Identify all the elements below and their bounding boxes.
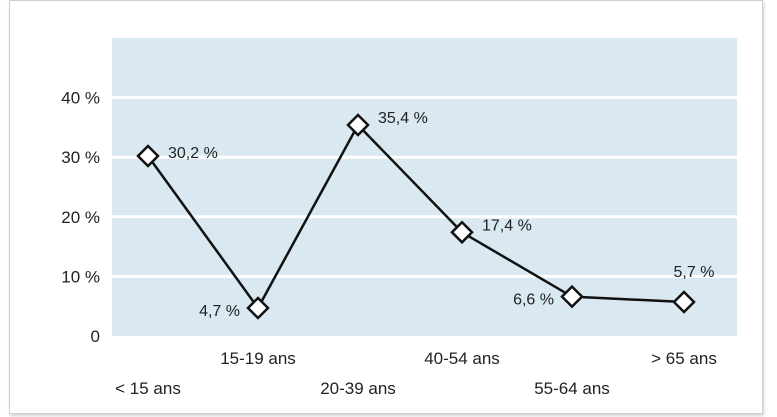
data-markers bbox=[136, 113, 696, 320]
y-tick-label: 0 bbox=[91, 327, 100, 346]
data-label: 5,7 % bbox=[674, 264, 715, 281]
x-tick-label: < 15 ans bbox=[115, 379, 181, 398]
data-label: 17,4 % bbox=[482, 217, 532, 234]
data-point-marker bbox=[560, 284, 584, 309]
y-tick-label: 30 % bbox=[61, 148, 100, 167]
data-point-marker bbox=[450, 220, 474, 245]
data-point-marker bbox=[136, 144, 160, 168]
x-tick-label: 55-64 ans bbox=[534, 379, 610, 398]
data-point-marker bbox=[246, 296, 270, 320]
grid-lines bbox=[112, 96, 737, 278]
data-label: 4,7 % bbox=[199, 303, 240, 320]
data-point-marker bbox=[346, 113, 370, 137]
data-label: 35,4 % bbox=[378, 110, 428, 127]
x-tick-label: 15-19 ans bbox=[220, 349, 296, 368]
y-tick-label: 20 % bbox=[61, 208, 100, 227]
y-tick-label: 10 % bbox=[61, 267, 100, 286]
data-label: 6,6 % bbox=[513, 292, 554, 309]
x-tick-label: > 65 ans bbox=[651, 349, 717, 368]
x-tick-label: 40-54 ans bbox=[424, 349, 500, 368]
x-axis-tick-labels: < 15 ans 15-19 ans 20-39 ans 40-54 ans 55-64… bbox=[115, 349, 717, 398]
data-labels: 30,2 % 4,7 % 35,4 % 17,4 % 6,6 % 5,7 % bbox=[168, 110, 714, 320]
y-axis-tick-labels: 0 10 % 20 % 30 % 40 % bbox=[61, 89, 100, 346]
data-label: 30,2 % bbox=[168, 145, 218, 162]
x-tick-label: 20-39 ans bbox=[320, 379, 396, 398]
y-tick-label: 40 % bbox=[61, 89, 100, 108]
series-line bbox=[146, 122, 685, 311]
plot-area bbox=[112, 38, 737, 336]
data-point-marker bbox=[672, 290, 696, 314]
